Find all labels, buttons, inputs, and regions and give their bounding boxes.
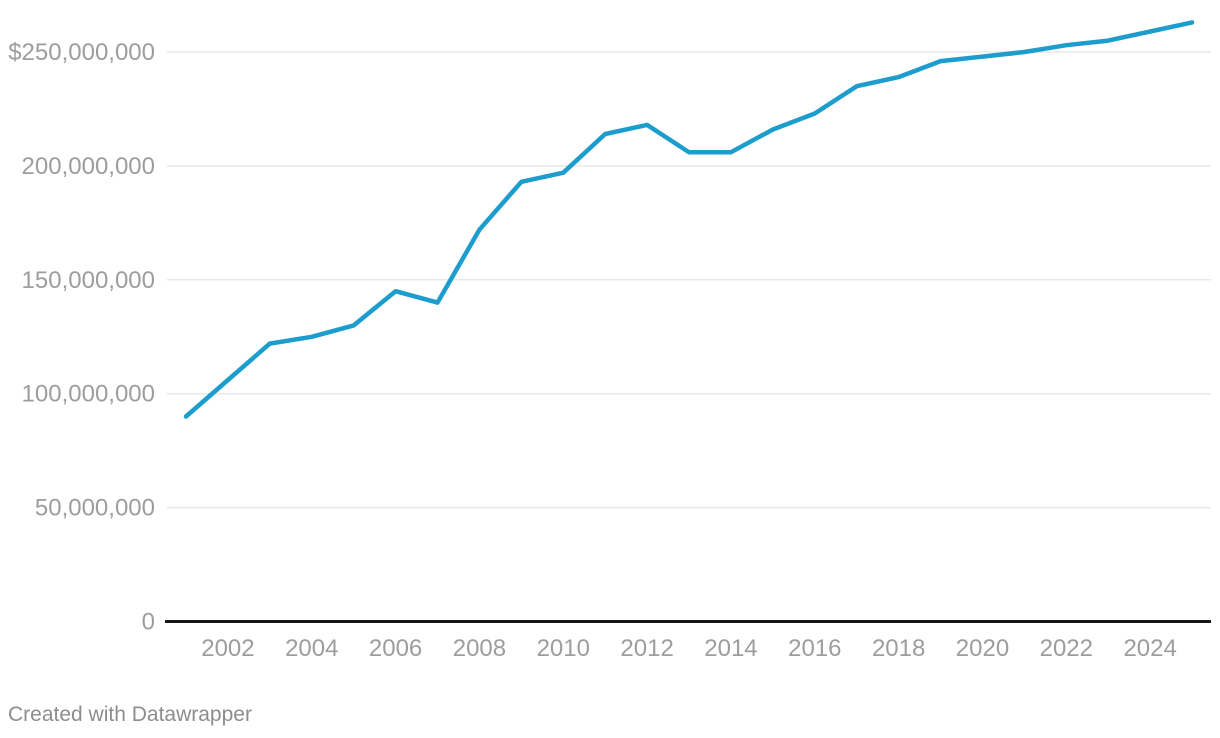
y-axis-tick-label: $250,000,000 xyxy=(8,39,155,66)
x-axis-tick-label: 2010 xyxy=(537,635,590,662)
x-axis-tick-label: 2002 xyxy=(201,635,254,662)
x-axis-tick-label: 2004 xyxy=(285,635,338,662)
x-axis-tick-label: 2008 xyxy=(453,635,506,662)
x-axis-tick-label: 2018 xyxy=(872,635,925,662)
gridlines-group xyxy=(165,51,1211,623)
x-axis-tick-label: 2020 xyxy=(956,635,1009,662)
x-axis-tick-label: 2006 xyxy=(369,635,422,662)
data-series-group xyxy=(183,20,1195,419)
y-axis-tick-label: 100,000,000 xyxy=(22,381,155,408)
x-axis-tick-label: 2014 xyxy=(704,635,757,662)
x-axis-tick-label: 2012 xyxy=(620,635,673,662)
y-axis-tick-label: 150,000,000 xyxy=(22,267,155,294)
y-axis-tick-label: 50,000,000 xyxy=(35,495,155,522)
x-axis-tick-label: 2024 xyxy=(1123,635,1176,662)
y-axis-tick-label: 200,000,000 xyxy=(22,153,155,180)
y-axis-tick-label: 0 xyxy=(142,609,155,636)
x-axis-labels-group: 2002 2004 2006 2008 2010 2012 2014 2016 2018 2020… xyxy=(201,635,1177,662)
data-line-value-usd xyxy=(183,20,1195,419)
datawrapper-credit: Created with Datawrapper xyxy=(8,703,252,726)
x-axis-tick-label: 2022 xyxy=(1040,635,1093,662)
x-axis-tick-label: 2016 xyxy=(788,635,841,662)
y-axis-labels-group: $250,000,000 200,000,000 150,000,000 100,00… xyxy=(8,39,155,636)
